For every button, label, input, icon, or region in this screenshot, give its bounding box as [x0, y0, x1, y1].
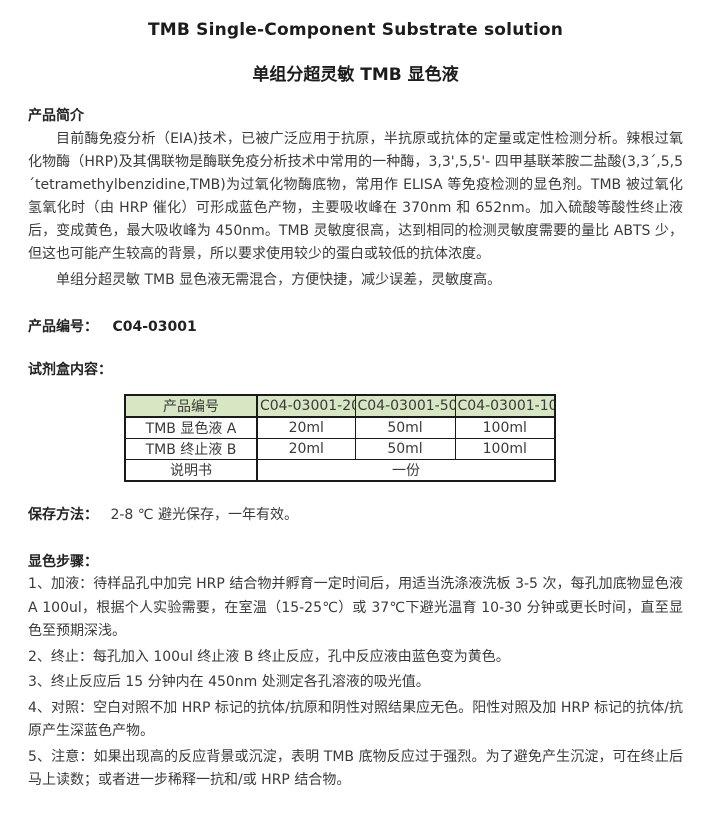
- kit-contents-table: 产品编号 C04-03001-20 C04-03001-50 C04-03001…: [124, 394, 556, 482]
- storage-value: 2-8 ℃ 避光保存，一年有效。: [110, 507, 298, 523]
- step-item-1: 1、加液：待样品孔中加完 HRP 结合物并孵育一定时间后，用适当洗涤液洗板 3-…: [28, 576, 683, 639]
- step-item-2: 2、终止：每孔加入 100ul 终止液 B 终止反应，孔中反应液由蓝色变为黄色。: [28, 648, 510, 665]
- title-chinese: 单组分超灵敏 TMB 显色液: [252, 65, 459, 85]
- storage-label: 保存方法：: [28, 507, 98, 523]
- table-cell-manual-label: 说明书: [124, 459, 258, 482]
- storage-line: 保存方法： 2-8 ℃ 避光保存，一年有效。: [28, 504, 683, 527]
- table-header-cell: C04-03001-20: [256, 394, 356, 418]
- kit-contents-label: 试剂盒内容：: [28, 362, 112, 378]
- table-cell-manual-value: 一份: [256, 459, 556, 482]
- section-heading-product-intro: 产品简介: [28, 108, 84, 124]
- table-cell-volume: 20ml: [256, 416, 356, 439]
- table-cell-volume: 50ml: [354, 416, 456, 439]
- section-heading-steps: 显色步骤：: [28, 554, 98, 570]
- product-number-label: 产品编号：: [28, 319, 98, 335]
- table-cell-component: TMB 显色液 A: [124, 416, 258, 439]
- table-cell-volume: 20ml: [256, 438, 356, 460]
- intro-paragraph-2: 单组分超灵敏 TMB 显色液无需混合，方便快捷，减少误差，灵敏度高。: [56, 272, 502, 288]
- table-row: TMB 显色液 A 20ml 50ml 100ml: [124, 416, 556, 439]
- table-cell-component: TMB 终止液 B: [124, 438, 258, 460]
- intro-paragraph-1: 目前酶免疫分析（EIA)技术，已被广泛应用于抗原，半抗原或抗体的定量或定性检测分…: [28, 131, 683, 262]
- table-cell-volume: 50ml: [354, 438, 456, 460]
- step-item-3: 3、终止反应后 15 分钟内在 450nm 处测定各孔溶液的吸光值。: [28, 674, 430, 690]
- table-cell-volume: 100ml: [454, 416, 556, 439]
- table-header-cell: C04-03001-50: [354, 394, 456, 418]
- table-header-cell: 产品编号: [124, 394, 258, 418]
- table-row: TMB 终止液 B 20ml 50ml 100ml: [124, 438, 556, 460]
- step-item-5: 5、注意：如果出现高的反应背景或沉淀，表明 TMB 底物反应过于强烈。为了避免产…: [28, 748, 683, 789]
- product-number-value: C04-03001: [112, 319, 197, 335]
- step-item-4: 4、对照：空白对照不加 HRP 标记的抗体/抗原和阴性对照结果应无色。阳性对照及…: [28, 699, 683, 740]
- table-row-manual: 说明书 一份: [124, 459, 556, 482]
- title-english: TMB Single-Component Substrate solution: [147, 20, 564, 40]
- product-number-line: 产品编号： C04-03001: [28, 316, 683, 339]
- table-cell-volume: 100ml: [454, 438, 556, 460]
- kit-contents-heading: 试剂盒内容：: [28, 359, 683, 382]
- table-header-cell: C04-03001-100: [454, 394, 556, 418]
- table-header-row: 产品编号 C04-03001-20 C04-03001-50 C04-03001…: [124, 394, 556, 418]
